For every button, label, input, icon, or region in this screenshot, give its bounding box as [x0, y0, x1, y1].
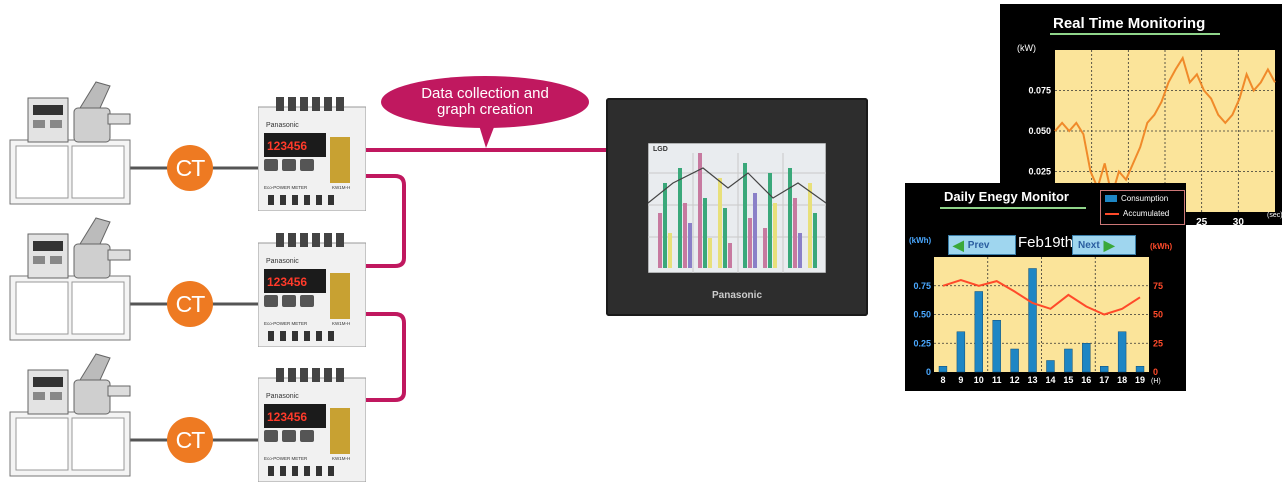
- svg-text:LGD: LGD: [653, 146, 668, 153]
- ct-sensor: CT: [167, 281, 213, 327]
- accumulated-line: [942, 278, 1141, 316]
- arrow-right-icon: ▶: [1103, 236, 1115, 253]
- consumption-bar: [974, 291, 983, 373]
- prev-button[interactable]: ◀ Prev: [948, 235, 1016, 255]
- realtime-title: Real Time Monitoring: [1053, 15, 1206, 32]
- x-tick-label: 10: [974, 375, 984, 385]
- power-meter: Panasonic 123456 Eco-POWER METER KW1M-H: [257, 368, 367, 483]
- x-tick-label: 19: [1135, 375, 1145, 385]
- consumption-bar: [938, 366, 948, 373]
- daily-title: Daily Enegy Monitor: [944, 189, 1069, 204]
- y-right-tick-label: 0: [1153, 367, 1158, 377]
- y-tick-label: 0.025: [1028, 167, 1051, 177]
- ct-sensor: CT: [167, 145, 213, 191]
- x-tick-label: 14: [1045, 375, 1055, 385]
- y-left-tick-label: 0.75: [913, 281, 931, 291]
- x-tick-label: 17: [1099, 375, 1109, 385]
- touch-panel: LGD Panasonic: [606, 98, 868, 316]
- meter-model: Eco-POWER METER: [264, 185, 308, 190]
- meter-part-number: KW1M-H: [332, 456, 350, 461]
- machine-icon: [9, 353, 131, 477]
- realtime-x-unit: (sec): [1267, 212, 1283, 219]
- y-right-tick-label: 75: [1153, 281, 1163, 291]
- consumption-bar: [1100, 366, 1109, 373]
- x-unit-label: (H): [1151, 378, 1161, 385]
- power-meter: Panasonic 123456 Eco-POWER METER KW1M-H: [257, 233, 367, 348]
- meter-model: Eco-POWER METER: [264, 456, 308, 461]
- x-tick-label: 16: [1081, 375, 1091, 385]
- x-tick-label: 15: [1063, 375, 1073, 385]
- next-label: Next: [1078, 239, 1100, 251]
- next-button[interactable]: Next ▶: [1072, 235, 1136, 255]
- power-meter: Panasonic 123456 Eco-POWER METER KW1M-H: [257, 97, 367, 212]
- x-tick-label: 18: [1117, 375, 1127, 385]
- realtime-y-unit: (kW): [1017, 43, 1036, 53]
- title-underline: [940, 207, 1086, 209]
- meter-model: Eco-POWER METER: [264, 321, 308, 326]
- consumption-bar: [1046, 360, 1055, 373]
- meter-brand: Panasonic: [266, 122, 299, 129]
- consumption-bar: [1135, 366, 1145, 373]
- consumption-bar: [1010, 348, 1019, 373]
- legend-line-label: Accumulated: [1123, 209, 1170, 218]
- y-right-tick-label: 50: [1153, 310, 1163, 320]
- meter-brand: Panasonic: [266, 393, 299, 400]
- y-left-tick-label: 0.50: [913, 310, 931, 320]
- meter-readout: 123456: [267, 410, 307, 424]
- realtime-series-line: [1054, 55, 1276, 197]
- x-tick-label: 8: [940, 375, 945, 385]
- meter-readout: 123456: [267, 139, 307, 153]
- y-right-tick-label: 25: [1153, 338, 1163, 348]
- x-tick-label: 25: [1196, 217, 1208, 225]
- daily-legend: Consumption Accumulated: [1100, 190, 1185, 225]
- legend-bar-label: Consumption: [1121, 194, 1169, 203]
- panel-screen-graph: LGD: [648, 143, 826, 273]
- consumption-bar: [1028, 268, 1037, 373]
- x-tick-label: 11: [992, 375, 1002, 385]
- date-label: Feb19th: [1018, 234, 1074, 251]
- meter-brand: Panasonic: [266, 258, 299, 265]
- panel-brand: Panasonic: [711, 290, 763, 301]
- consumption-bar: [992, 320, 1001, 373]
- prev-label: Prev: [967, 239, 990, 251]
- y-left-tick-label: 0.25: [913, 338, 931, 348]
- consumption-bar: [1082, 343, 1091, 373]
- consumption-bar: [1064, 348, 1073, 373]
- callout-line-1: Data collection and: [421, 85, 549, 102]
- machine-icon: [9, 81, 131, 205]
- y-tick-label: 0.075: [1028, 86, 1051, 96]
- x-tick-label: 13: [1028, 375, 1038, 385]
- title-underline: [1050, 33, 1220, 35]
- daily-y-right-unit: (kWh): [1150, 242, 1173, 251]
- callout-line-2: graph creation: [437, 101, 533, 118]
- y-left-tick-label: 0: [926, 367, 931, 377]
- x-tick-label: 30: [1233, 217, 1245, 225]
- y-tick-label: 0.050: [1028, 126, 1051, 136]
- machine-icon: [9, 217, 131, 341]
- arrow-left-icon: ◀: [953, 236, 964, 253]
- consumption-bar: [956, 331, 966, 373]
- daily-chart: 0 0 0.25 25 0.50 50 0.75 75 8 9 10 11 12 13 14 15 16 17 18…: [913, 257, 1163, 385]
- data-collection-callout: Data collection and graph creation: [381, 76, 589, 128]
- x-tick-label: 12: [1010, 375, 1020, 385]
- x-tick-label: 9: [958, 375, 963, 385]
- legend-bar-swatch: [1105, 195, 1117, 202]
- consumption-bar: [1117, 331, 1127, 373]
- ct-sensor: CT: [167, 417, 213, 463]
- meter-readout: 123456: [267, 275, 307, 289]
- daily-y-left-unit: (kWh): [909, 236, 932, 245]
- meter-part-number: KW1M-H: [332, 321, 350, 326]
- meter-part-number: KW1M-H: [332, 185, 350, 190]
- legend-line-swatch: [1105, 212, 1119, 215]
